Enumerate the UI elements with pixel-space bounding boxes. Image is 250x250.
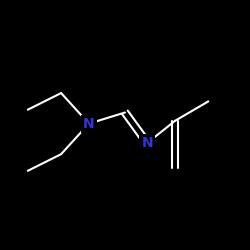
Text: N: N	[142, 136, 153, 150]
Text: N: N	[83, 116, 95, 130]
